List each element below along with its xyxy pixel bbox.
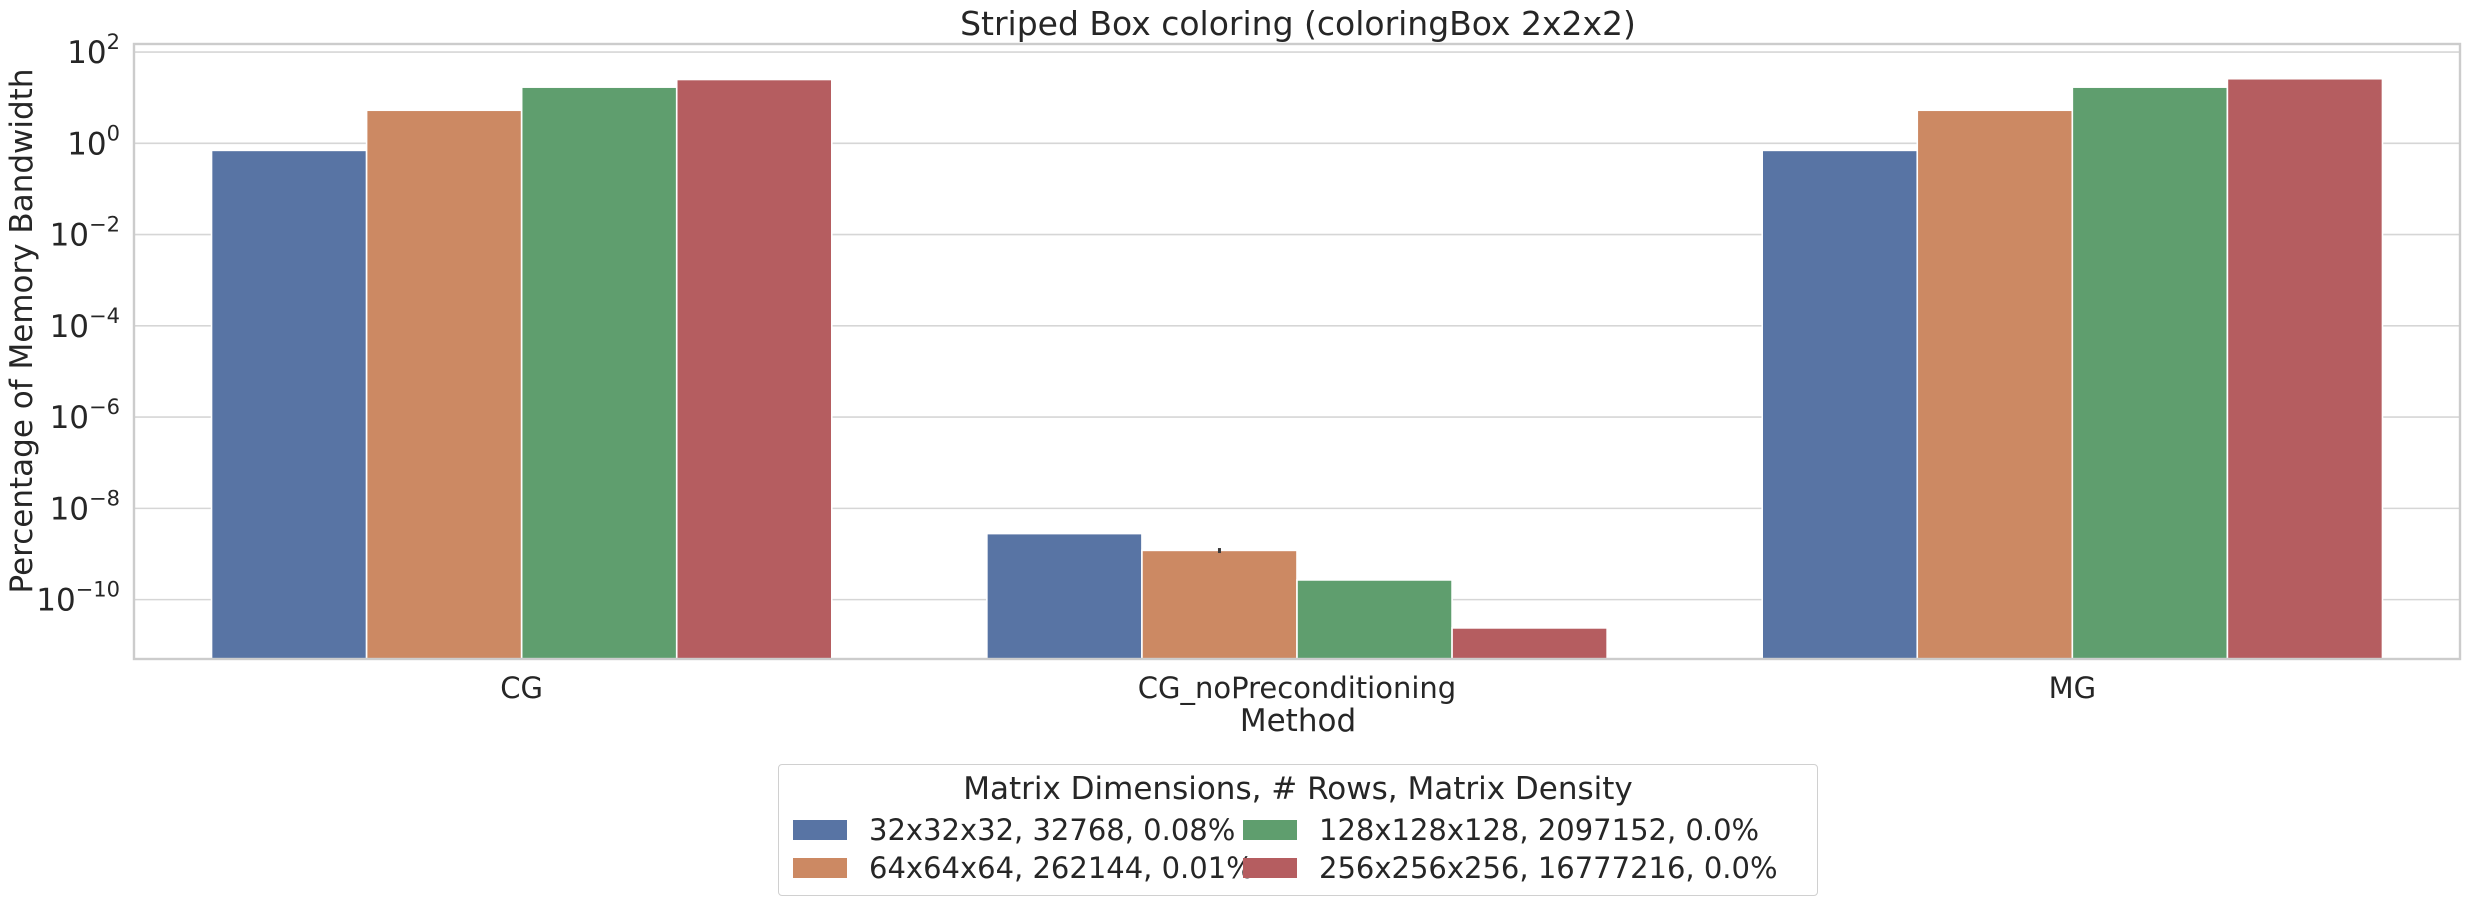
legend-title: Matrix Dimensions, # Rows, Matrix Densit…	[963, 771, 1633, 807]
bar-cg-nopreconditioning-series-1	[986, 532, 1143, 660]
legend-label-series-1: 32x32x32, 32768, 0.08%	[869, 813, 1236, 847]
legend-label-series-3: 128x128x128, 2097152, 0.0%	[1319, 813, 1760, 847]
x-tick-label-2: CG_noPreconditioning	[1138, 671, 1456, 705]
bars	[210, 77, 2384, 660]
x-axis-label: Method	[1240, 703, 1356, 739]
bar-cg-series-2	[365, 109, 523, 660]
bar-mg-series-4	[2226, 77, 2384, 660]
y-tick-label-6: 10−8	[50, 486, 120, 527]
legend-swatch-series-4	[1243, 858, 1297, 878]
plot-frame	[132, 42, 2462, 661]
bar-cg-nopreconditioning-series-2	[1141, 549, 1298, 660]
bar-mg-series-2	[1916, 109, 2074, 660]
legend-item-series-4: 256x256x256, 16777216, 0.0%	[1243, 851, 1778, 885]
y-axis-label: Percentage of Memory Bandwidth	[4, 69, 40, 594]
bar-cg-nopreconditioning-series-3	[1296, 579, 1453, 660]
bar-cg-nopreconditioning-series-4	[1451, 627, 1608, 660]
bar-cg-series-1	[210, 149, 368, 660]
x-tick-label-1: CG	[500, 671, 543, 705]
y-tick-label-4: 10−4	[50, 304, 120, 345]
y-tick-label-1: 102	[67, 30, 120, 71]
legend-label-series-2: 64x64x64, 262144, 0.01%	[869, 851, 1254, 885]
legend-swatch-series-3	[1243, 820, 1297, 840]
y-tick-label-3: 10−2	[50, 213, 120, 254]
axes: 102 100 10−2 10−4 10−6 10−8 10−10 CG CG_noPrecon…	[36, 30, 2462, 705]
bar-mg-series-1	[1761, 149, 1919, 660]
chart-title: Striped Box coloring (coloringBox 2x2x2)	[960, 4, 1636, 43]
y-tick-label-7: 10−10	[36, 578, 120, 619]
legend-item-series-1: 32x32x32, 32768, 0.08%	[793, 813, 1235, 847]
bar-cg-series-3	[520, 86, 678, 660]
legend-swatch-series-1	[793, 820, 847, 840]
legend-item-series-2: 64x64x64, 262144, 0.01%	[793, 851, 1254, 885]
legend: Matrix Dimensions, # Rows, Matrix Densit…	[778, 764, 1818, 896]
legend-label-series-4: 256x256x256, 16777216, 0.0%	[1319, 851, 1778, 885]
legend-swatch-series-2	[793, 858, 847, 878]
bar-cg-series-4	[675, 78, 833, 660]
legend-item-series-3: 128x128x128, 2097152, 0.0%	[1243, 813, 1759, 847]
y-tick-label-5: 10−6	[50, 395, 120, 436]
y-tick-label-2: 100	[67, 121, 120, 162]
x-tick-label-3: MG	[2049, 671, 2097, 705]
bar-mg-series-3	[2071, 86, 2229, 660]
